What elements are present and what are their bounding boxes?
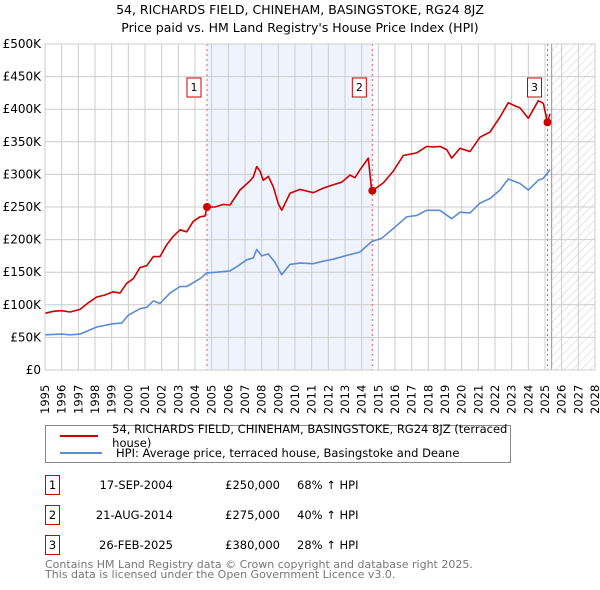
transaction-hpi: 28% ↑ HPI	[297, 538, 359, 552]
x-tick-label: 2009	[271, 385, 285, 414]
sale-label: 2	[356, 81, 363, 94]
plot-border	[44, 43, 596, 371]
x-tick-label: 2016	[388, 385, 402, 414]
x-tick-label: 2001	[138, 385, 152, 414]
transaction-date: 26-FEB-2025	[99, 538, 173, 552]
x-tick-label: 2008	[255, 385, 269, 414]
x-tick-label: 2011	[305, 385, 319, 414]
transaction-row: 1 17-SEP-2004 £250,000 68% ↑ HPI	[45, 475, 565, 495]
sale-label-box	[527, 77, 542, 98]
x-tick-label: 1995	[38, 385, 52, 414]
y-tick-label: £400K	[3, 102, 43, 116]
sale-label: 3	[531, 81, 538, 94]
transaction-price: £250,000	[225, 478, 280, 492]
x-tick-label: 2026	[555, 385, 569, 414]
sale-point	[203, 203, 211, 211]
transaction-hpi: 40% ↑ HPI	[297, 508, 359, 522]
chart-title: 54, RICHARDS FIELD, CHINEHAM, BASINGSTOK…	[116, 2, 484, 17]
x-tick-label: 2010	[288, 385, 302, 414]
y-tick-label: £350K	[3, 135, 43, 149]
transaction-price: £275,000	[225, 508, 280, 522]
property-price-line	[44, 99, 551, 315]
x-tick-label: 1999	[105, 385, 119, 414]
x-tick-label: 1996	[55, 385, 69, 414]
legend-item-property: 54, RICHARDS FIELD, CHINEHAM, BASINGSTOK…	[60, 422, 510, 450]
price-chart: 54, RICHARDS FIELD, CHINEHAM, BASINGSTOK…	[3, 2, 600, 414]
legend-label-hpi: HPI: Average price, terraced house, Basi…	[116, 446, 460, 460]
legend: 54, RICHARDS FIELD, CHINEHAM, BASINGSTOK…	[45, 422, 511, 463]
x-tick-label: 2003	[171, 385, 185, 414]
x-tick-label: 1998	[88, 385, 102, 414]
x-tick-label: 2015	[371, 385, 385, 414]
transaction-marker: 1	[45, 475, 60, 495]
x-tick-label: 2028	[588, 385, 600, 414]
sale-label-box	[351, 77, 367, 98]
x-tick-label: 2014	[355, 385, 369, 414]
x-tick-label: 2000	[121, 385, 135, 414]
transaction-row: 2 21-AUG-2014 £275,000 40% ↑ HPI	[45, 505, 565, 525]
transaction-marker: 2	[45, 505, 60, 525]
transaction-hpi: 68% ↑ HPI	[297, 478, 359, 492]
legend-label-property: 54, RICHARDS FIELD, CHINEHAM, BASINGSTOK…	[112, 422, 508, 450]
y-tick-label: £500K	[3, 37, 43, 51]
legend-item-hpi: HPI: Average price, terraced house, Basi…	[60, 445, 459, 461]
x-tick-label: 2005	[205, 385, 219, 414]
y-tick-label: £100K	[3, 298, 43, 312]
footer-copyright: Contains HM Land Registry data © Crown c…	[45, 558, 473, 571]
transaction-date: 21-AUG-2014	[95, 508, 173, 522]
y-tick-label: £450K	[3, 70, 43, 84]
x-tick-label: 2019	[438, 385, 452, 414]
footer-licence: This data is licensed under the Open Gov…	[45, 568, 396, 581]
sale-point	[543, 118, 552, 127]
x-tick-label: 1997	[71, 385, 85, 414]
y-tick-label: £300K	[3, 167, 43, 181]
x-tick-label: 2006	[221, 385, 235, 414]
sale-point	[368, 186, 377, 195]
x-tick-label: 2023	[505, 385, 519, 414]
x-tick-label: 2020	[455, 385, 469, 414]
y-tick-label: £250K	[3, 200, 43, 214]
x-tick-label: 2013	[338, 385, 352, 414]
footer: Contains HM Land Registry data © Crown c…	[45, 558, 473, 581]
chart-subtitle: Price paid vs. HM Land Registry's House …	[121, 20, 478, 35]
x-tick-label: 2017	[405, 385, 419, 414]
x-tick-label: 2021	[471, 385, 485, 414]
x-tick-label: 2002	[155, 385, 169, 414]
transaction-date: 17-SEP-2004	[99, 478, 173, 492]
transaction-row: 3 26-FEB-2025 £380,000 28% ↑ HPI	[45, 535, 565, 555]
sale-label-box	[186, 77, 202, 98]
x-tick-label: 2025	[538, 385, 552, 414]
transaction-marker: 3	[45, 535, 60, 555]
legend-swatch-red	[60, 435, 99, 437]
x-tick-label: 2027	[571, 385, 585, 414]
sale-label: 1	[191, 81, 198, 94]
hpi-line	[44, 169, 551, 336]
x-tick-label: 2007	[238, 385, 252, 414]
legend-swatch-blue	[60, 452, 102, 454]
x-tick-label: 2024	[521, 385, 535, 414]
y-tick-label: £150K	[3, 265, 43, 279]
x-tick-label: 2018	[421, 385, 435, 414]
y-tick-label: £50K	[10, 330, 42, 344]
transaction-price: £380,000	[225, 538, 280, 552]
x-tick-label: 2012	[321, 385, 335, 414]
x-tick-label: 2022	[488, 385, 502, 414]
y-tick-label: £200K	[3, 233, 43, 247]
y-tick-label: £0	[26, 363, 41, 377]
x-tick-label: 2004	[188, 385, 202, 414]
